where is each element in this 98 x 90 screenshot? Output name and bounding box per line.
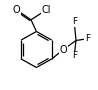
Text: F: F <box>72 17 77 26</box>
Text: F: F <box>85 34 90 43</box>
Text: Cl: Cl <box>42 5 51 15</box>
Text: O: O <box>13 5 20 15</box>
Text: O: O <box>60 44 67 55</box>
Text: F: F <box>72 51 77 60</box>
